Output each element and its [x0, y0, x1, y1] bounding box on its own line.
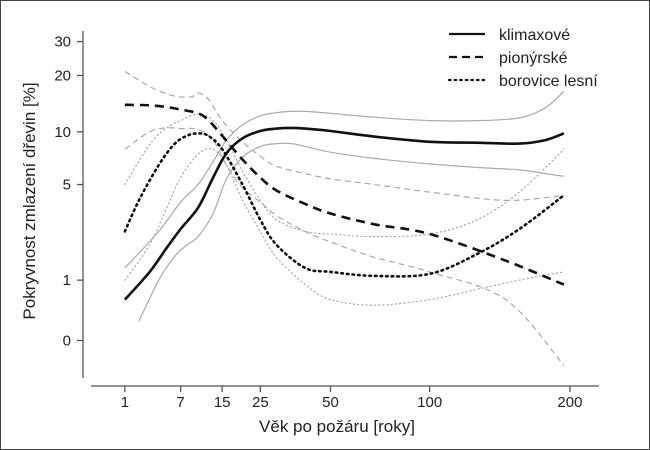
band-line-solid-upper [124, 90, 565, 269]
y-tick-label: 5 [63, 177, 71, 194]
x-tick-label: 100 [417, 394, 442, 411]
legend-label: pionýrské [499, 50, 568, 67]
x-tick-label: 50 [322, 394, 339, 411]
x-ticks: 1 7 15 25 50 100 200 [121, 386, 582, 411]
y-tick-label: 20 [54, 67, 71, 84]
series-layer [123, 70, 566, 366]
x-axis-title: Věk po požáru [roky] [259, 417, 415, 436]
legend-label: borovice lesní [499, 73, 598, 90]
legend: klimaxové pionýrské borovice lesní [447, 27, 598, 90]
x-tick-label: 25 [252, 394, 269, 411]
x-tick-label: 7 [176, 394, 184, 411]
legend-label: klimaxové [499, 27, 570, 44]
series-line-solid-mean [123, 126, 565, 301]
band-line-solid-lower [138, 142, 564, 322]
y-axis-title: Pokryvnost zmlazení dřevin [%] [20, 82, 39, 319]
y-tick-label: 10 [54, 124, 71, 141]
y-tick-label: 1 [63, 272, 71, 289]
x-tick-label: 1 [121, 394, 129, 411]
band-line-dotted-lower [124, 147, 565, 306]
y-ticks: 0 1 5 10 20 30 [54, 34, 83, 349]
x-tick-label: 15 [214, 394, 231, 411]
series-line-dashed-mean [124, 103, 565, 286]
y-tick-label: 0 [63, 332, 71, 349]
band-line-dashed-upper [124, 70, 564, 202]
band-line-dotted-upper [124, 113, 565, 238]
series-line-dotted-mean [123, 132, 566, 278]
x-tick-label: 200 [557, 394, 582, 411]
band-line-dashed-lower [124, 127, 565, 366]
y-tick-label: 30 [54, 34, 71, 51]
